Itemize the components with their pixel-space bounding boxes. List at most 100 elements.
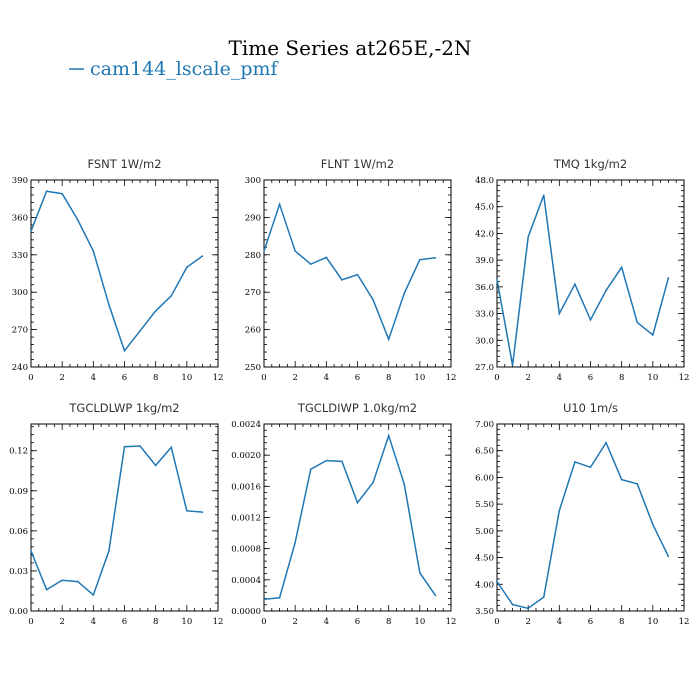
tgcldlwp-ytick-label: 0.00 bbox=[9, 607, 28, 617]
fsnt-data-point bbox=[61, 192, 63, 195]
flnt-data-point bbox=[278, 203, 281, 206]
tgcldiwp-xtick-label: 0 bbox=[261, 617, 266, 627]
tgcldiwp-data-point bbox=[294, 541, 296, 544]
tmq-xtick-label: 2 bbox=[525, 373, 530, 383]
figure-title: Time Series at265E,-2N bbox=[229, 36, 472, 60]
flnt-axes-frame bbox=[263, 179, 452, 368]
tmq-data-point bbox=[527, 236, 529, 238]
flnt-data-point bbox=[419, 258, 421, 261]
u10-ytick-label: 3.50 bbox=[475, 607, 494, 617]
tmq-data-point bbox=[605, 289, 607, 292]
fsnt-data-point bbox=[45, 190, 48, 193]
u10-ytick-label: 7.00 bbox=[475, 420, 494, 430]
fsnt-ytick-label: 390 bbox=[12, 176, 28, 186]
flnt-xtick-label: 10 bbox=[414, 373, 425, 383]
tgcldiwp-data-point bbox=[278, 596, 281, 599]
flnt-ytick-label: 300 bbox=[245, 176, 261, 186]
tgcldlwp-data-point bbox=[154, 464, 157, 467]
tmq-xtick-label: 6 bbox=[588, 373, 593, 383]
tmq-ytick-label: 45.0 bbox=[475, 203, 494, 213]
tgcldlwp-data-point bbox=[201, 511, 204, 513]
fsnt-ytick-label: 330 bbox=[12, 251, 28, 261]
flnt-title: FLNT 1W/m2 bbox=[321, 157, 394, 171]
tgcldiwp-data-point bbox=[341, 460, 343, 463]
fsnt-series-line bbox=[30, 190, 203, 353]
tmq-data-point bbox=[511, 364, 514, 367]
tmq-data-point bbox=[620, 266, 623, 269]
u10-ytick-label: 5.00 bbox=[475, 527, 494, 537]
tmq-xtick-label: 10 bbox=[647, 373, 658, 383]
tmq-data-point bbox=[558, 312, 561, 315]
tmq-xtick-label: 12 bbox=[679, 373, 690, 383]
tgcldlwp-ytick-label: 0.03 bbox=[9, 567, 28, 577]
fsnt-xtick-label: 2 bbox=[59, 373, 64, 383]
tgcldlwp-series-line bbox=[30, 445, 203, 597]
tmq-ytick-label: 42.0 bbox=[475, 229, 494, 239]
tgcldiwp-data-point bbox=[419, 572, 421, 574]
tmq-data-point bbox=[636, 321, 639, 324]
tgcldlwp-ytick-label: 0.12 bbox=[9, 447, 28, 457]
legend-label: cam144_lscale_pmf bbox=[90, 58, 280, 80]
flnt-series-line bbox=[263, 201, 436, 342]
tgcldlwp-panel: TGCLDLWP 1kg/m2 0 2 4 6 8 10 12 0.00 0.03 0.06 0.09… bbox=[9, 401, 223, 627]
tmq-ytick-label: 39.0 bbox=[475, 256, 494, 266]
u10-ytick-label: 4.50 bbox=[475, 554, 494, 564]
tmq-ytick-label: 36.0 bbox=[475, 283, 494, 293]
u10-xtick-label: 8 bbox=[619, 617, 624, 627]
tgcldiwp-ytick-label: 0.0000 bbox=[231, 607, 261, 617]
fsnt-xtick-label: 10 bbox=[181, 373, 192, 383]
flnt-data-point bbox=[263, 250, 265, 252]
tgcldiwp-axes-frame bbox=[263, 423, 452, 612]
flnt-xtick-label: 0 bbox=[261, 373, 266, 383]
legend: cam144_lscale_pmf bbox=[69, 58, 280, 80]
fsnt-data-point bbox=[30, 230, 32, 232]
u10-data-point bbox=[511, 603, 514, 606]
tgcldlwp-data-point bbox=[92, 594, 95, 596]
tgcldlwp-data-point bbox=[170, 446, 173, 449]
tmq-data-point bbox=[652, 334, 654, 336]
tgcldiwp-data-point bbox=[263, 598, 265, 601]
flnt-data-point bbox=[325, 256, 328, 259]
tgcldlwp-data-point bbox=[186, 510, 188, 512]
tgcldiwp-data-point bbox=[403, 483, 406, 485]
fsnt-data-point bbox=[154, 310, 157, 312]
tgcldiwp-xtick-label: 2 bbox=[292, 617, 297, 627]
tmq-ytick-label: 33.0 bbox=[475, 310, 494, 320]
tgcldiwp-ytick-label: 0.0008 bbox=[231, 545, 261, 555]
tmq-data-point bbox=[574, 283, 576, 285]
tgcldlwp-xtick-label: 6 bbox=[122, 617, 127, 627]
tgcldlwp-xtick-label: 12 bbox=[213, 617, 224, 627]
flnt-data-point bbox=[341, 279, 343, 281]
fsnt-xtick-label: 12 bbox=[213, 373, 224, 383]
tgcldiwp-data-point bbox=[309, 468, 312, 470]
tmq-data-point bbox=[542, 194, 545, 196]
u10-axes-frame bbox=[496, 423, 685, 612]
u10-data-point bbox=[496, 580, 498, 583]
tmq-xtick-label: 4 bbox=[557, 373, 562, 383]
tgcldiwp-xtick-label: 6 bbox=[355, 617, 360, 627]
u10-title: U10 1m/s bbox=[563, 401, 618, 415]
tmq-title: TMQ 1kg/m2 bbox=[553, 157, 627, 171]
u10-data-point bbox=[574, 461, 576, 463]
u10-xtick-label: 12 bbox=[679, 617, 690, 627]
tgcldiwp-ytick-label: 0.0004 bbox=[231, 576, 261, 586]
tmq-series-line bbox=[496, 194, 670, 366]
flnt-xtick-label: 4 bbox=[324, 373, 329, 383]
tgcldiwp-series-line bbox=[263, 433, 437, 601]
tgcldlwp-data-point bbox=[61, 579, 63, 582]
fsnt-data-point bbox=[123, 349, 126, 352]
u10-data-point bbox=[589, 466, 592, 469]
flnt-data-point bbox=[309, 263, 312, 265]
fsnt-ytick-label: 270 bbox=[12, 326, 28, 336]
fsnt-xtick-label: 6 bbox=[122, 373, 127, 383]
tgcldlwp-xtick-label: 10 bbox=[181, 617, 192, 627]
tmq-data-point bbox=[589, 319, 592, 321]
flnt-ytick-label: 250 bbox=[245, 363, 261, 373]
u10-ytick-label: 6.00 bbox=[475, 473, 494, 483]
fsnt-data-point bbox=[92, 250, 95, 252]
tgcldlwp-xtick-label: 4 bbox=[91, 617, 96, 627]
tgcldiwp-ytick-label: 0.0012 bbox=[231, 514, 261, 524]
u10-data-point bbox=[542, 596, 545, 598]
fsnt-data-point bbox=[186, 266, 188, 269]
